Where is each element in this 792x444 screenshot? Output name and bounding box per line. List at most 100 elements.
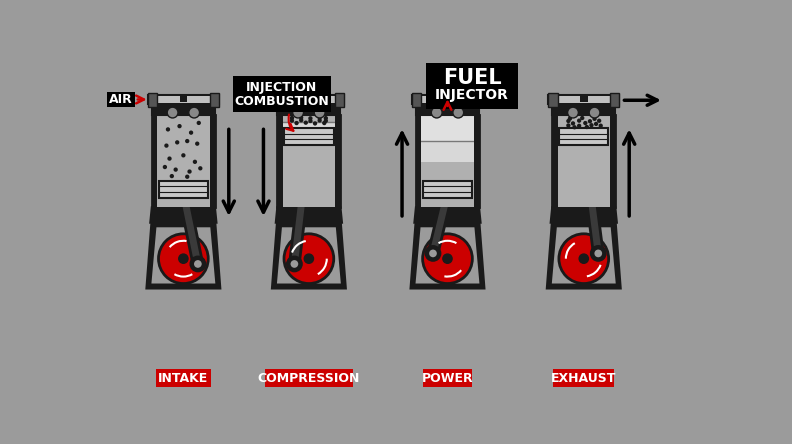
Circle shape — [429, 250, 437, 257]
Bar — [424, 369, 471, 388]
Circle shape — [589, 107, 600, 118]
Circle shape — [599, 123, 603, 128]
Circle shape — [583, 121, 588, 125]
Circle shape — [299, 118, 303, 123]
Bar — [558, 116, 610, 128]
Bar — [305, 95, 313, 102]
Bar — [412, 95, 483, 104]
Text: EXHAUST: EXHAUST — [551, 372, 616, 385]
Circle shape — [166, 127, 170, 131]
Text: FUEL: FUEL — [443, 68, 501, 88]
Circle shape — [318, 118, 322, 123]
Circle shape — [192, 160, 197, 164]
Circle shape — [559, 234, 608, 284]
Polygon shape — [147, 223, 220, 288]
Circle shape — [162, 165, 167, 169]
Circle shape — [188, 107, 200, 118]
Bar — [416, 115, 479, 207]
Bar — [152, 104, 215, 115]
Bar — [148, 93, 157, 107]
Circle shape — [595, 250, 602, 257]
Bar — [158, 181, 208, 198]
Circle shape — [287, 256, 302, 272]
Text: INJECTION: INJECTION — [246, 81, 318, 94]
Bar — [552, 115, 615, 207]
Polygon shape — [150, 207, 216, 223]
Circle shape — [566, 119, 570, 123]
Circle shape — [423, 234, 472, 284]
Bar — [426, 63, 518, 109]
Bar — [190, 99, 198, 103]
Bar — [416, 104, 479, 115]
Bar — [156, 369, 211, 388]
Circle shape — [290, 116, 294, 120]
Circle shape — [584, 125, 589, 129]
Bar — [283, 122, 335, 128]
Circle shape — [290, 119, 294, 123]
Bar — [554, 96, 614, 103]
Bar — [154, 96, 213, 103]
Polygon shape — [411, 223, 484, 288]
Circle shape — [589, 123, 594, 127]
Circle shape — [592, 117, 596, 121]
Bar — [580, 95, 588, 102]
Bar — [152, 115, 215, 207]
Circle shape — [167, 156, 172, 161]
Bar — [412, 93, 421, 107]
Text: COMBUSTION: COMBUSTION — [234, 95, 329, 107]
Bar — [107, 92, 135, 107]
Circle shape — [308, 116, 313, 120]
Bar — [421, 116, 474, 141]
Circle shape — [568, 107, 578, 118]
Bar — [180, 95, 187, 102]
Text: COMPRESSION: COMPRESSION — [257, 372, 360, 385]
Bar — [169, 94, 177, 98]
Circle shape — [577, 124, 581, 128]
Circle shape — [188, 170, 192, 174]
Bar — [157, 115, 210, 207]
Polygon shape — [272, 223, 345, 288]
Circle shape — [198, 166, 203, 170]
Bar — [548, 95, 619, 104]
Circle shape — [164, 143, 169, 148]
Polygon shape — [151, 227, 215, 284]
Text: AIR: AIR — [109, 93, 133, 106]
Bar — [233, 76, 331, 112]
Polygon shape — [277, 227, 341, 284]
Bar — [265, 369, 352, 388]
Circle shape — [195, 142, 200, 146]
Circle shape — [194, 260, 202, 268]
Bar — [558, 115, 610, 207]
Bar — [279, 96, 339, 103]
Polygon shape — [416, 227, 479, 284]
Bar — [423, 181, 472, 198]
Circle shape — [284, 234, 333, 284]
Circle shape — [577, 119, 581, 123]
Circle shape — [185, 174, 189, 179]
Circle shape — [158, 234, 208, 284]
Bar — [444, 95, 451, 102]
Circle shape — [185, 139, 189, 143]
Circle shape — [308, 119, 313, 123]
Bar — [474, 93, 483, 107]
Bar — [421, 141, 474, 162]
Circle shape — [453, 107, 463, 118]
Bar — [548, 93, 558, 107]
Circle shape — [169, 174, 174, 178]
Bar — [433, 99, 440, 103]
Polygon shape — [414, 207, 481, 223]
Circle shape — [196, 121, 201, 125]
Text: INTAKE: INTAKE — [158, 372, 208, 385]
Polygon shape — [550, 207, 617, 223]
Circle shape — [167, 107, 178, 118]
Circle shape — [591, 246, 606, 261]
Circle shape — [324, 119, 328, 123]
Bar — [421, 162, 474, 181]
Circle shape — [189, 131, 193, 135]
Circle shape — [571, 121, 575, 126]
Polygon shape — [276, 207, 342, 223]
Circle shape — [304, 254, 314, 263]
Bar — [591, 94, 599, 98]
Circle shape — [594, 122, 598, 126]
Circle shape — [295, 121, 299, 125]
